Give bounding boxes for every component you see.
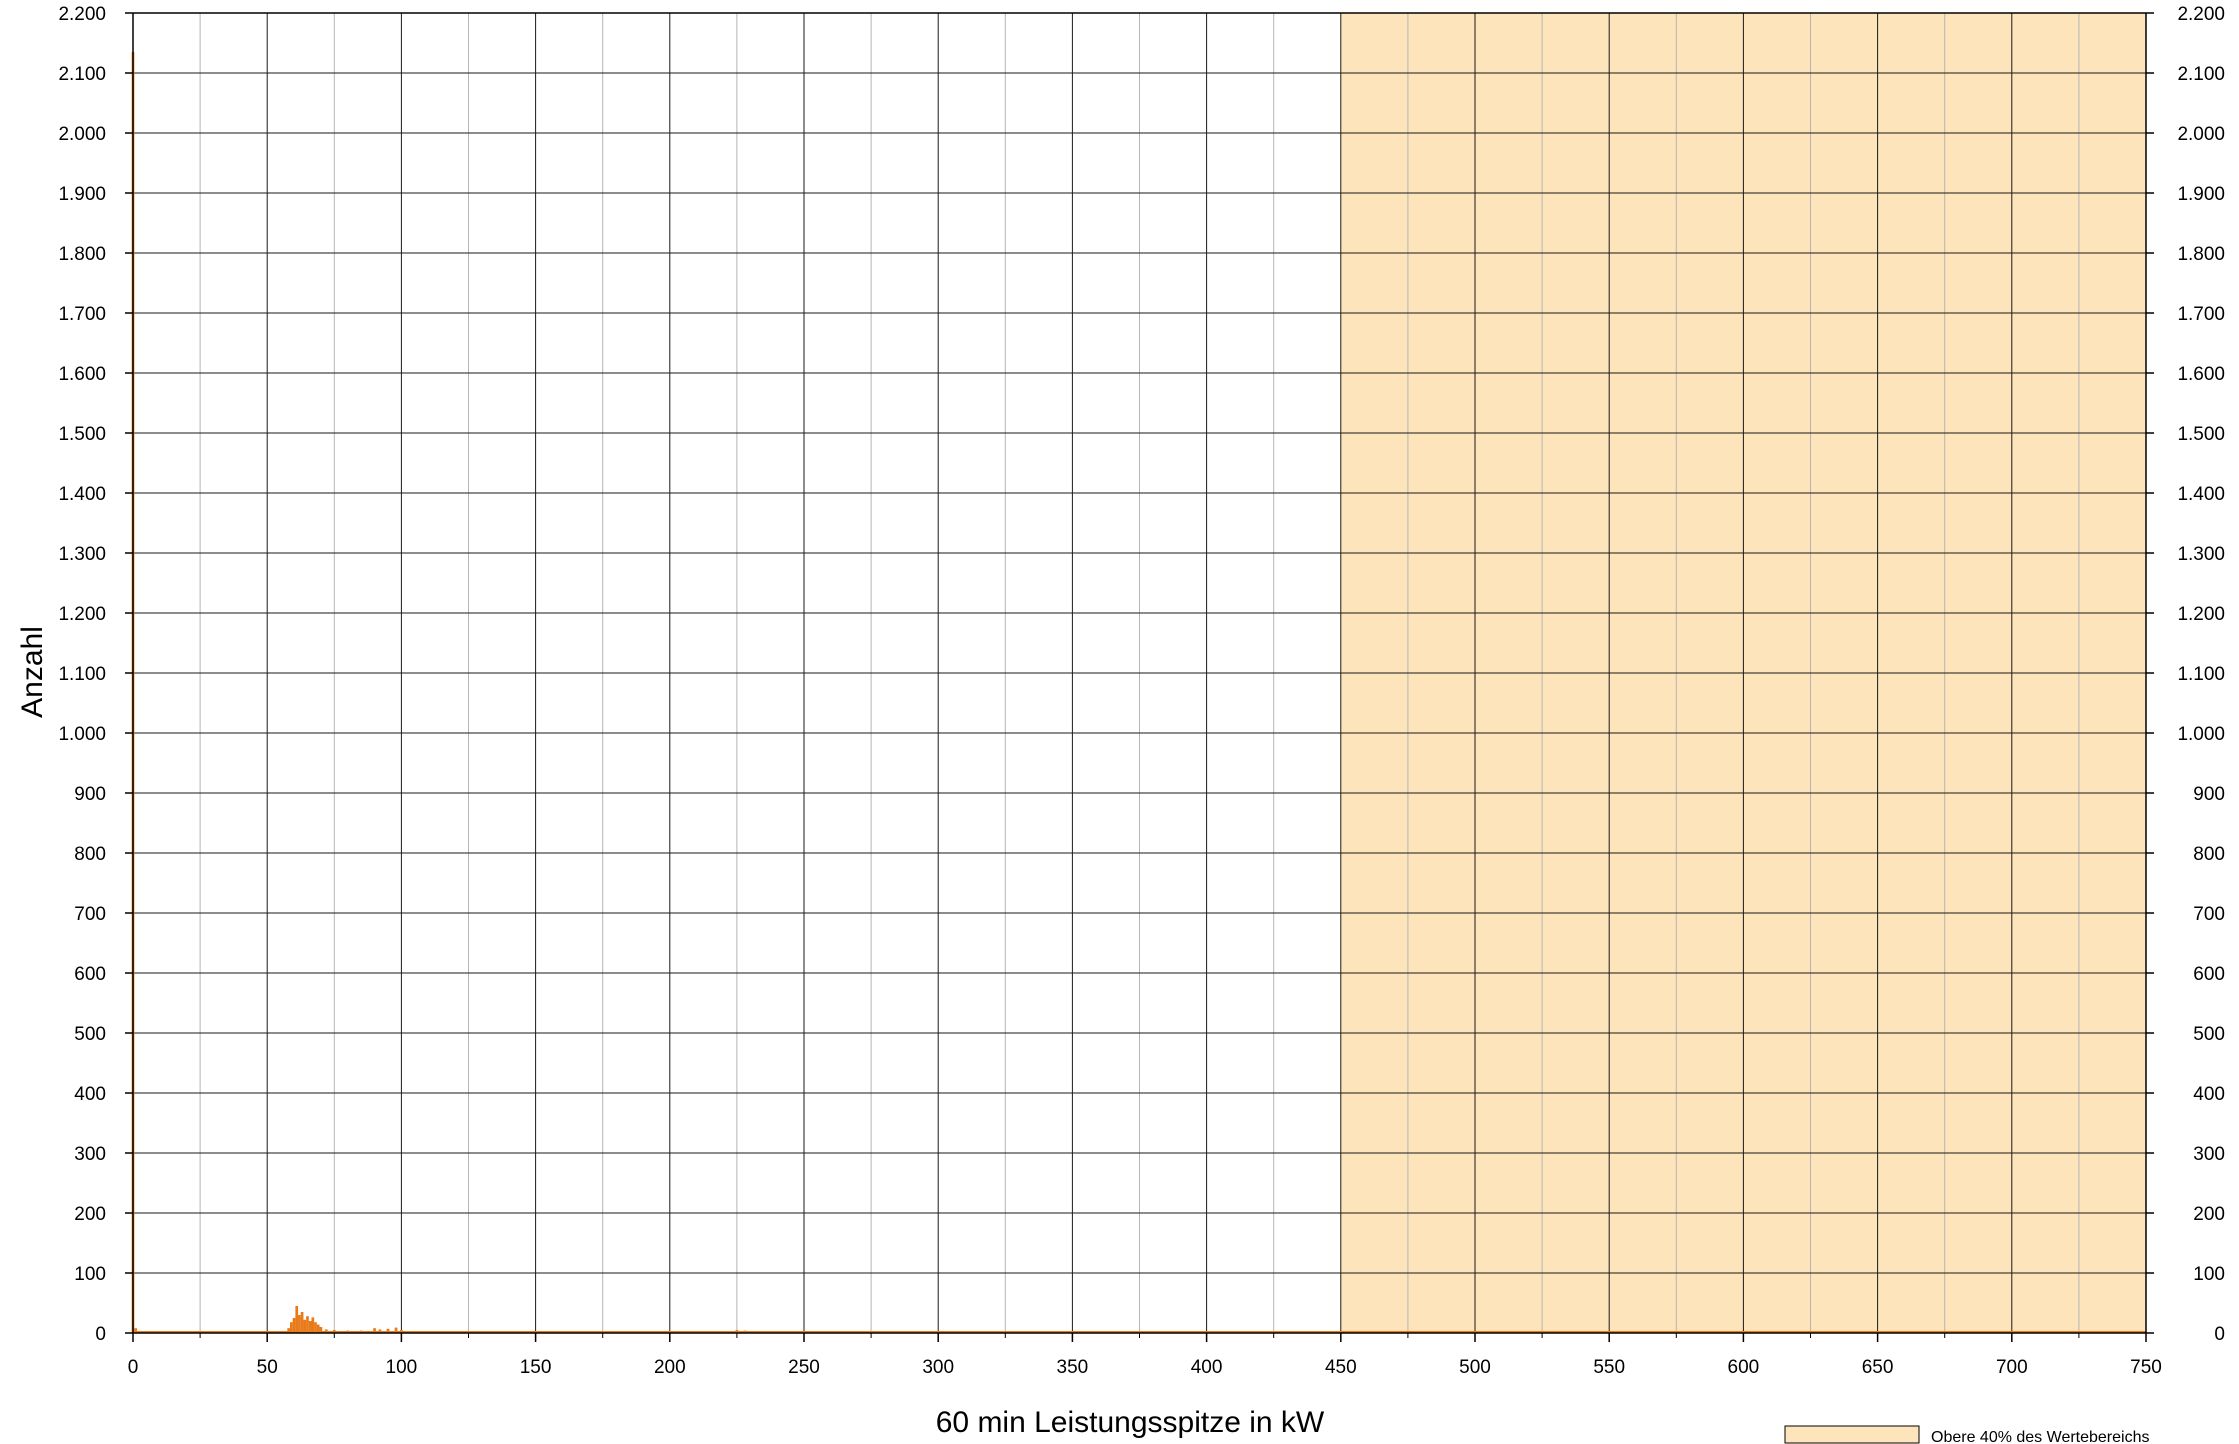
legend: Obere 40% des Wertebereichs	[1784, 1425, 2149, 1444]
y-tick-label-right: 1.800	[2177, 244, 2225, 265]
y-tick-label-left: 700	[74, 904, 106, 925]
legend-label: Obere 40% des Wertebereichs	[1931, 1429, 2149, 1444]
y-tick-label-left: 600	[74, 964, 106, 985]
x-axis-title: 60 min Leistungsspitze in kW	[936, 1406, 1325, 1439]
y-tick-label-right: 1.300	[2177, 544, 2225, 565]
grid-layer	[133, 12, 2146, 1333]
y-tick-label-left: 200	[74, 1204, 106, 1225]
x-tick-label: 100	[386, 1357, 418, 1378]
y-tick-label-right: 1.000	[2177, 724, 2225, 745]
y-axis-title: Anzahl	[16, 626, 49, 718]
x-tick-label: 500	[1459, 1357, 1491, 1378]
bar	[394, 1327, 398, 1333]
y-tick-label-right: 200	[2193, 1204, 2225, 1225]
y-tick-label-left: 300	[74, 1144, 106, 1165]
y-tick-label-left: 1.200	[58, 604, 106, 625]
y-tick-label-left: 1.000	[58, 724, 106, 745]
y-tick-label-right: 2.200	[2177, 4, 2225, 25]
y-tick-label-right: 300	[2193, 1144, 2225, 1165]
y-tick-label-left: 2.100	[58, 64, 106, 85]
y-tick-label-left: 0	[95, 1324, 106, 1345]
x-tick-label: 750	[2130, 1357, 2162, 1378]
x-tick-label: 400	[1191, 1357, 1223, 1378]
y-tick-label-left: 2.000	[58, 124, 106, 145]
x-tick-label: 150	[520, 1357, 552, 1378]
y-tick-label-left: 1.700	[58, 304, 106, 325]
x-tick-label: 200	[654, 1357, 686, 1378]
y-tick-label-left: 1.100	[58, 664, 106, 685]
x-tick-label: 600	[1728, 1357, 1760, 1378]
bar	[308, 1321, 312, 1333]
y-tick-label-right: 1.200	[2177, 604, 2225, 625]
bar	[298, 1315, 301, 1333]
y-tick-label-left: 900	[74, 784, 106, 805]
bar	[134, 1328, 138, 1333]
y-tick-label-right: 500	[2193, 1024, 2225, 1045]
y-tick-label-right: 1.600	[2177, 364, 2225, 385]
y-tick-label-right: 1.900	[2177, 184, 2225, 205]
x-tick-label: 350	[1057, 1357, 1089, 1378]
x-tick-label: 50	[257, 1357, 278, 1378]
bar	[316, 1324, 320, 1333]
bar	[292, 1318, 296, 1333]
y-tick-label-left: 2.200	[58, 4, 106, 25]
y-tick-label-right: 400	[2193, 1084, 2225, 1105]
y-tick-label-left: 1.900	[58, 184, 106, 205]
x-tick-label: 0	[128, 1357, 139, 1378]
y-tick-label-right: 2.000	[2177, 124, 2225, 145]
y-tick-label-right: 1.400	[2177, 484, 2225, 505]
bar	[386, 1328, 390, 1333]
y-tick-label-left: 100	[74, 1264, 106, 1285]
y-tick-label-right: 900	[2193, 784, 2225, 805]
bar	[319, 1327, 323, 1333]
y-tick-label-left: 400	[74, 1084, 106, 1105]
bar	[300, 1312, 304, 1333]
bar	[295, 1306, 299, 1333]
legend-swatch	[1784, 1425, 1920, 1444]
y-tick-label-left: 1.300	[58, 544, 106, 565]
bar	[303, 1319, 307, 1333]
y-tick-label-right: 800	[2193, 844, 2225, 865]
bar	[290, 1322, 293, 1333]
y-tick-label-right: 1.100	[2177, 664, 2225, 685]
y-tick-label-right: 2.100	[2177, 64, 2225, 85]
y-tick-label-right: 700	[2193, 904, 2225, 925]
x-tick-label: 650	[1862, 1357, 1894, 1378]
x-tick-label: 300	[922, 1357, 954, 1378]
bar	[306, 1316, 309, 1333]
y-tick-label-right: 600	[2193, 964, 2225, 985]
y-tick-label-right: 1.500	[2177, 424, 2225, 445]
x-tick-label: 450	[1325, 1357, 1357, 1378]
y-tick-label-left: 1.500	[58, 424, 106, 445]
x-tick-label: 250	[788, 1357, 820, 1378]
axes-layer	[125, 12, 2154, 1342]
y-tick-label-right: 100	[2193, 1264, 2225, 1285]
y-tick-label-right: 0	[2214, 1324, 2225, 1345]
x-tick-label: 550	[1593, 1357, 1625, 1378]
y-tick-label-right: 1.700	[2177, 304, 2225, 325]
x-tick-label: 700	[1996, 1357, 2028, 1378]
bar	[314, 1322, 317, 1333]
y-tick-label-left: 500	[74, 1024, 106, 1045]
y-tick-label-left: 1.800	[58, 244, 106, 265]
y-tick-label-left: 1.400	[58, 484, 106, 505]
y-tick-label-left: 1.600	[58, 364, 106, 385]
tick-labels-layer: 0 50 100 150 200 250 300 350 400 450 500 550 600 650 7…	[58, 4, 2225, 1378]
bar	[287, 1328, 291, 1333]
y-tick-label-left: 800	[74, 844, 106, 865]
bar	[373, 1328, 376, 1333]
bar	[311, 1317, 315, 1333]
